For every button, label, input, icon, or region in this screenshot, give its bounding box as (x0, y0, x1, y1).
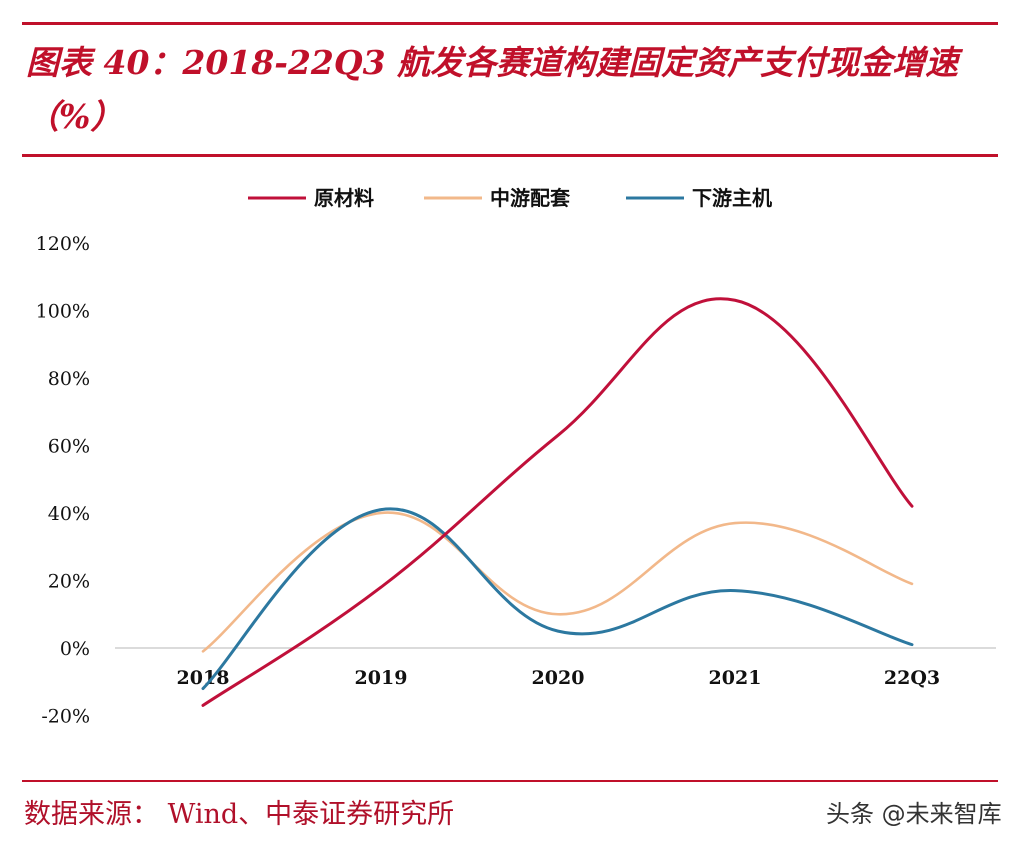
title-rule-top (22, 22, 998, 25)
chart-title: 图表 40：2018-22Q3 航发各赛道构建固定资产支付现金增速（%） (26, 43, 959, 136)
watermark: 头条 @未来智库 (826, 800, 1002, 828)
title-rule-bottom (22, 154, 998, 157)
x-axis: 2018 2019 2020 2021 22Q3 (177, 667, 941, 689)
x-tick-label: 2019 (355, 667, 408, 689)
series-line-midstream (201, 511, 914, 653)
series-lines (201, 297, 914, 707)
y-tick-label: 80% (48, 368, 90, 390)
x-tick-label: 2018 (177, 667, 230, 689)
y-tick-label: -20% (41, 706, 90, 728)
y-tick-label: 40% (48, 503, 90, 525)
source-note: 数据来源： Wind、中泰证券研究所 (24, 799, 455, 830)
y-tick-label: 0% (60, 638, 90, 660)
x-tick-label: 22Q3 (884, 667, 940, 689)
legend: 原材料 中游配套 下游主机 (248, 186, 772, 210)
x-tick-label: 2020 (532, 667, 585, 689)
legend-label: 中游配套 (490, 186, 570, 210)
series-line-downstream-host (201, 507, 914, 691)
y-axis: -20% 0% 20% 40% 60% 80% 100% 120% (36, 233, 90, 728)
series-line-raw-material (201, 297, 914, 707)
legend-label: 下游主机 (692, 186, 772, 210)
source-rule (22, 780, 998, 782)
y-tick-label: 60% (48, 435, 90, 457)
y-tick-label: 100% (36, 300, 90, 322)
line-chart: 原材料 中游配套 下游主机 -20% 0% 20% 40% 60% 80% 100% 120% 2… (36, 186, 996, 728)
x-tick-label: 2021 (709, 667, 762, 689)
y-tick-label: 20% (48, 570, 90, 592)
legend-label: 原材料 (314, 186, 374, 210)
y-tick-label: 120% (36, 233, 90, 255)
